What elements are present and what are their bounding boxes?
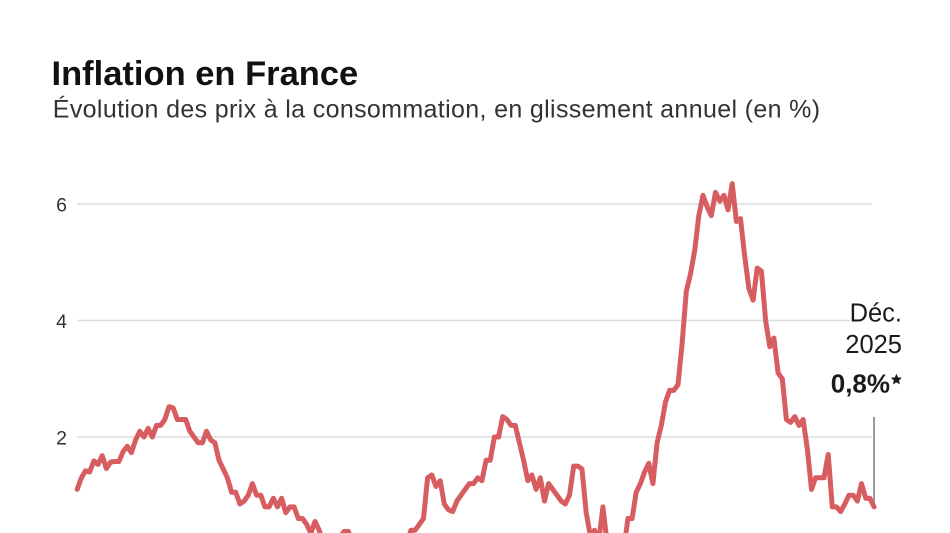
svg-text:Inflation en France: Inflation en France [52, 55, 359, 93]
svg-text:Déc.: Déc. [850, 300, 902, 328]
svg-text:Évolution des prix à la consom: Évolution des prix à la consommation, en… [53, 95, 821, 124]
svg-text:4: 4 [56, 311, 67, 333]
svg-text:6: 6 [56, 194, 67, 216]
svg-text:2: 2 [56, 427, 67, 449]
svg-text:2025: 2025 [845, 331, 902, 359]
svg-text:0,8%: 0,8% [831, 369, 890, 399]
